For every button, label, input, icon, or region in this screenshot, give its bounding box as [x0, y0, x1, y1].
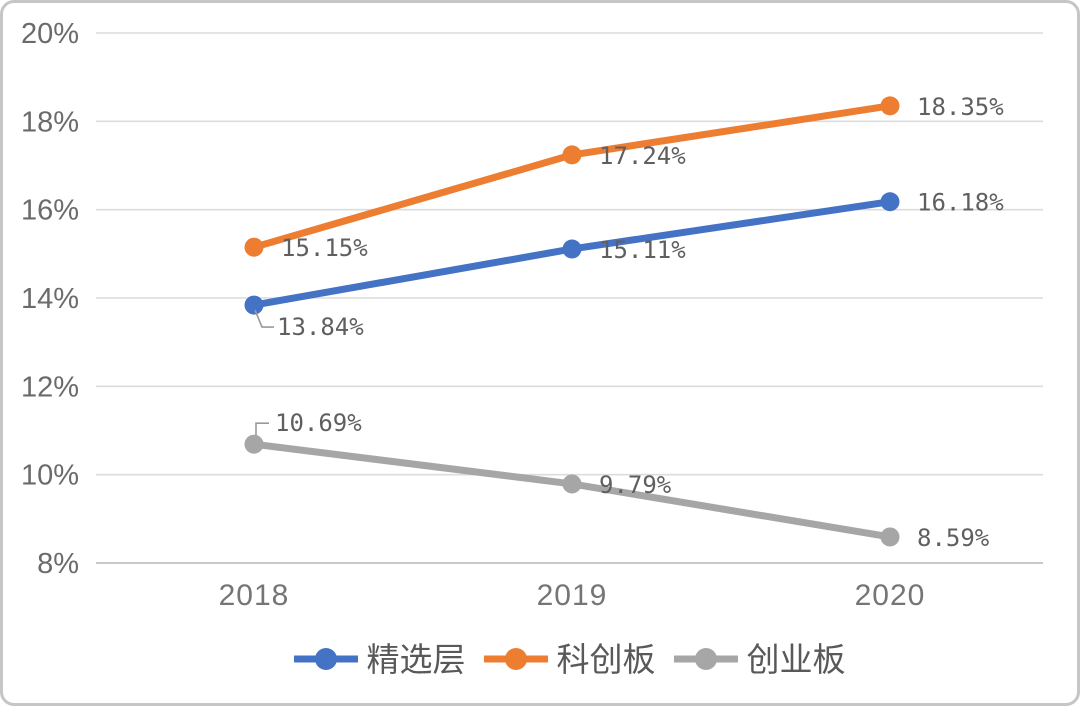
line-chart: 8% 10% 12% 14% 16% 18% 20% 2018 2019 2020 13.84% 15… — [21, 18, 1043, 612]
data-label-1-2: 18.35% — [917, 93, 1004, 121]
legend-marker-icon — [293, 648, 358, 670]
series-0-point-2 — [880, 192, 900, 212]
legend-marker-icon — [673, 648, 738, 670]
data-label-1-1: 17.24% — [599, 142, 686, 170]
data-label-2-0: 10.69% — [275, 409, 362, 437]
legend-marker-icon — [483, 648, 548, 670]
legend-item-0: 精选层 — [293, 640, 466, 678]
legend-item-1: 科创板 — [483, 640, 656, 678]
data-label-0-2: 16.18% — [917, 189, 1004, 217]
label-leader-line — [254, 309, 274, 328]
y-tick-label: 8% — [37, 548, 79, 580]
series-2-point-2 — [880, 527, 900, 547]
y-tick-label: 12% — [21, 371, 79, 403]
legend-item-2: 创业板 — [673, 640, 846, 678]
series-0-point-0 — [244, 295, 264, 315]
series-2-point-0 — [244, 434, 264, 454]
x-tick-label: 2020 — [855, 579, 926, 612]
legend-label: 创业板 — [746, 640, 846, 678]
data-label-2-1: 9.79% — [599, 471, 672, 499]
x-tick-label: 2018 — [219, 579, 290, 612]
legend-label: 科创板 — [556, 640, 656, 678]
series-2-point-1 — [562, 474, 582, 494]
series-1-point-1 — [562, 145, 582, 165]
y-tick-label: 10% — [21, 460, 79, 492]
y-tick-label: 14% — [21, 283, 79, 315]
data-label-0-0: 13.84% — [277, 313, 364, 341]
y-tick-label: 16% — [21, 195, 79, 227]
chart-legend: 精选层 科创板 创业板 — [96, 633, 1043, 685]
data-label-2-2: 8.59% — [917, 524, 990, 552]
series-0-point-1 — [562, 239, 582, 259]
y-tick-label: 18% — [21, 106, 79, 138]
series-line-1 — [250, 102, 894, 251]
data-label-1-0: 15.15% — [281, 234, 368, 262]
data-label-0-1: 15.11% — [599, 236, 686, 264]
label-leader-line — [255, 422, 269, 436]
y-tick-label: 20% — [21, 18, 79, 50]
series-1-point-0 — [244, 237, 264, 257]
series-1-point-2 — [880, 96, 900, 116]
legend-label: 精选层 — [366, 640, 466, 678]
x-tick-label: 2019 — [537, 579, 608, 612]
